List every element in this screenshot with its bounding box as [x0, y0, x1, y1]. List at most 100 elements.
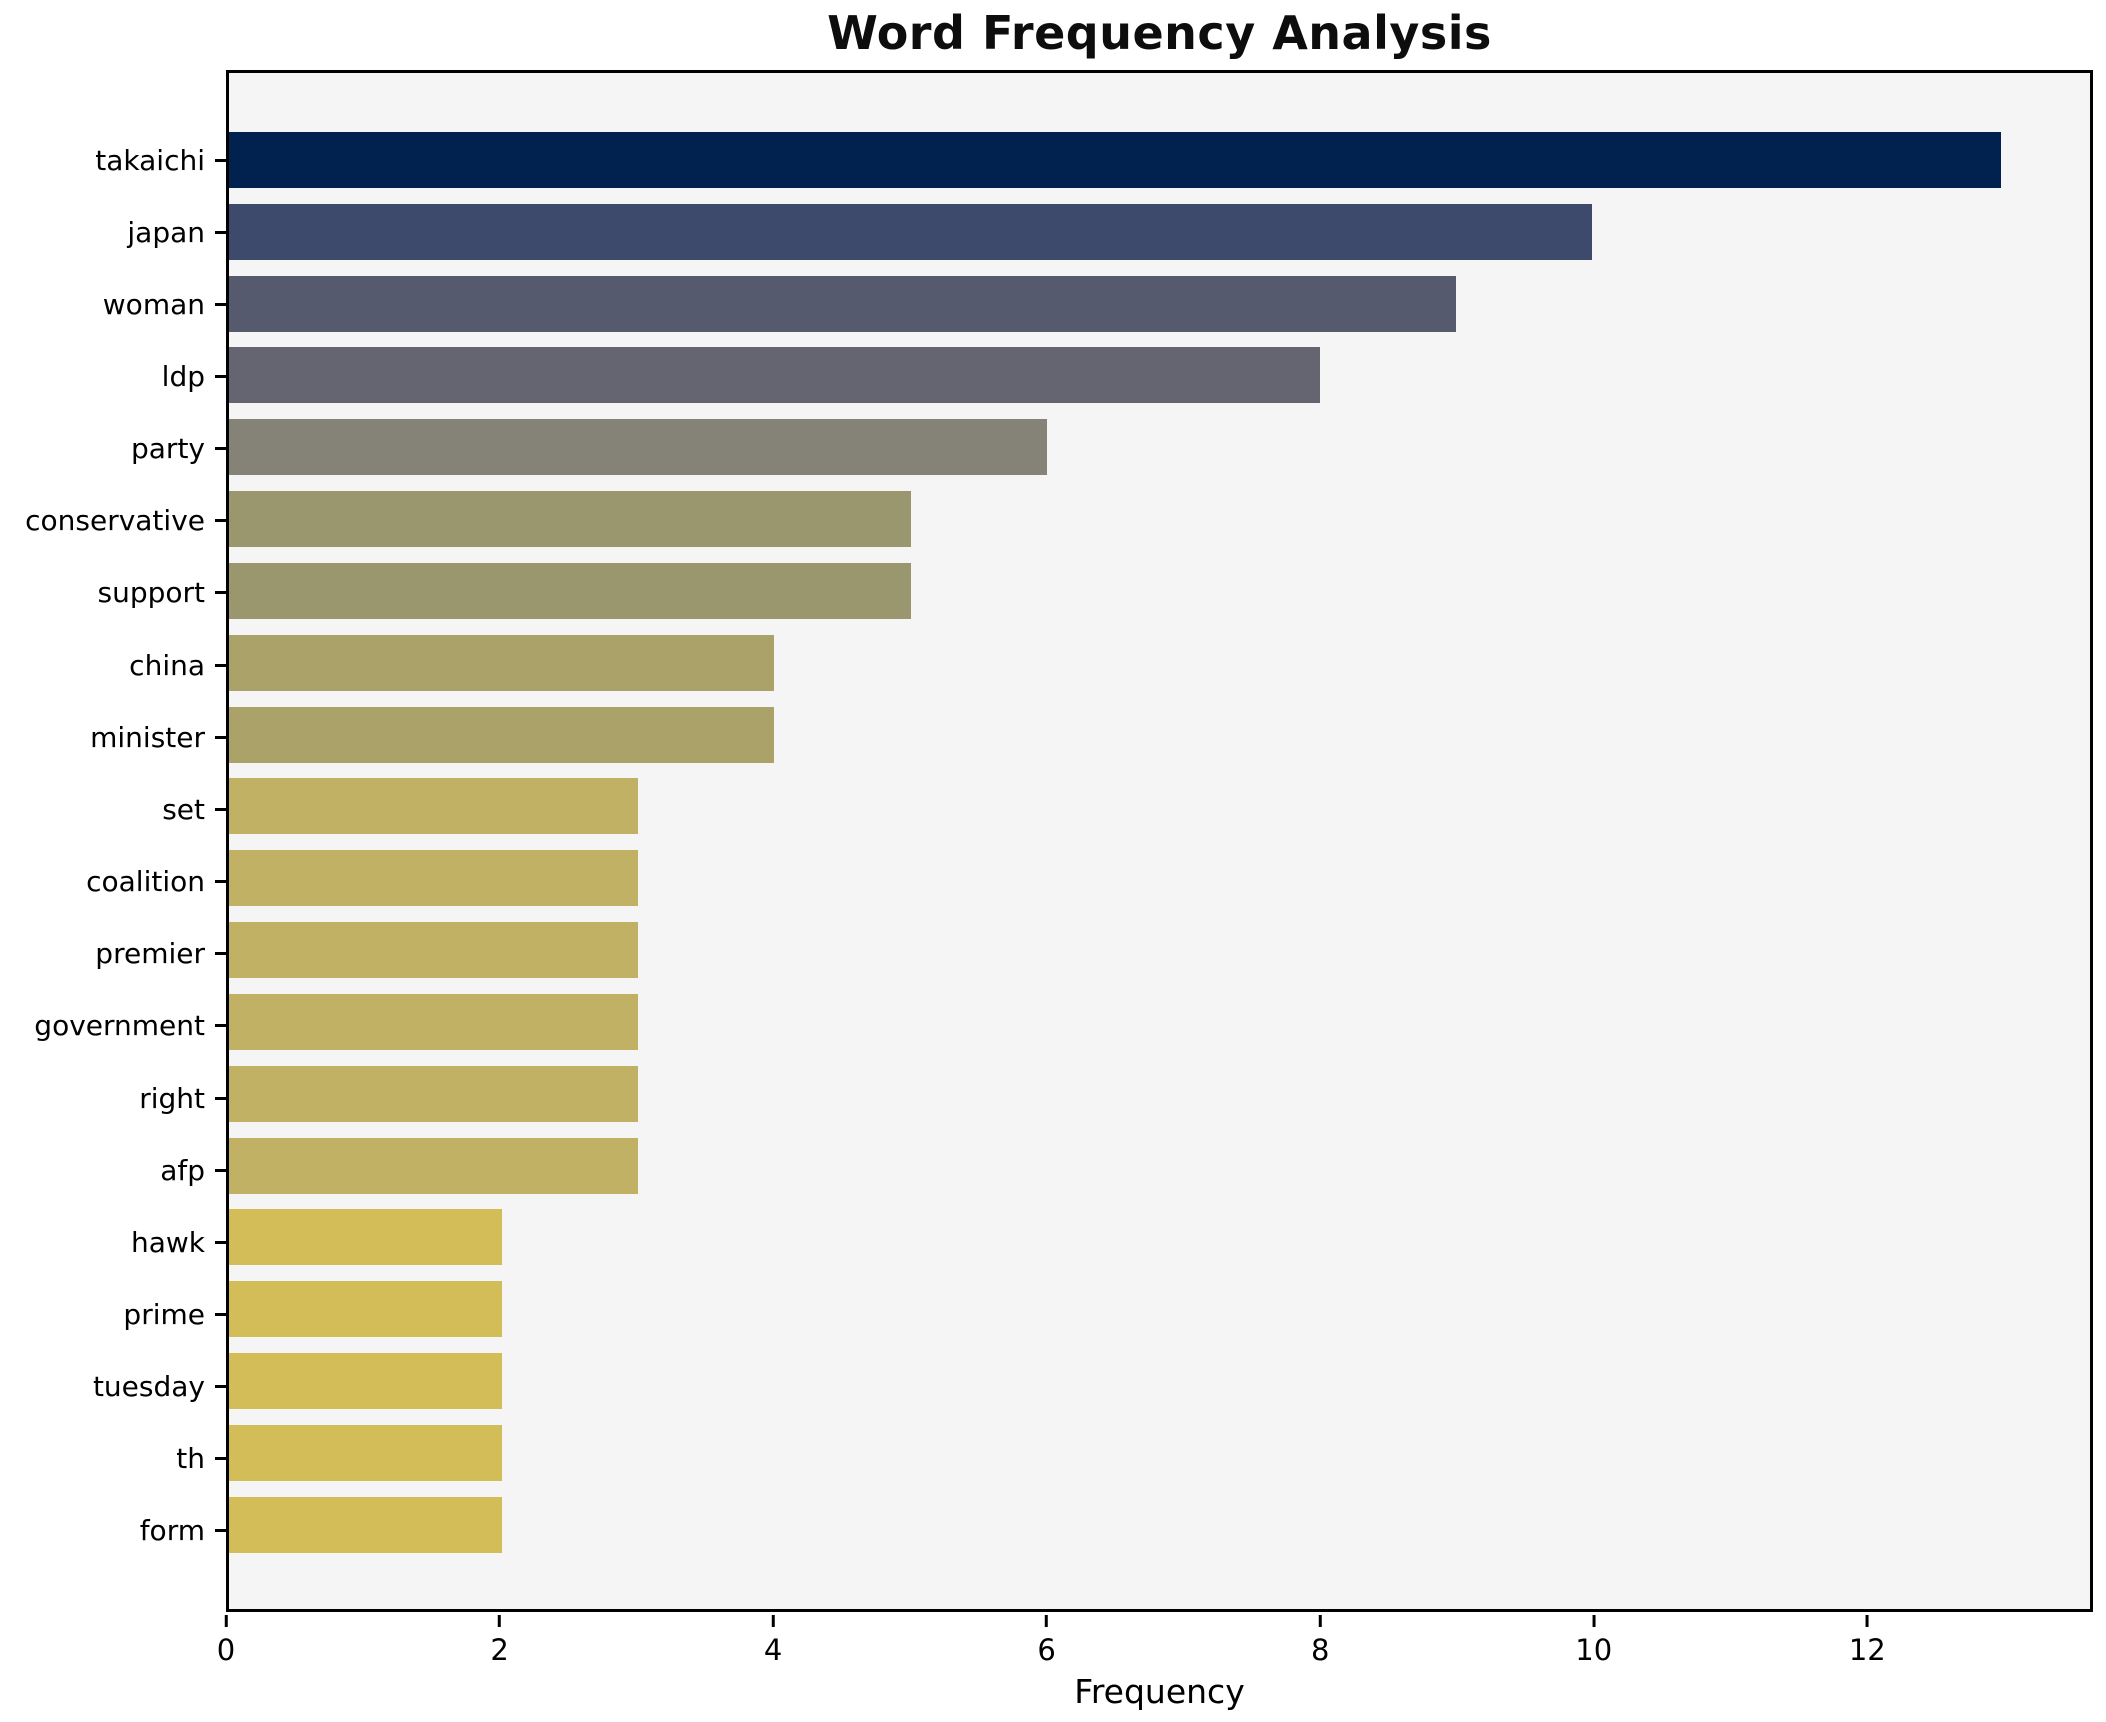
y-tick-row: support — [0, 565, 226, 621]
y-tick-label: minister — [90, 720, 205, 754]
y-tick-label: form — [139, 1514, 205, 1548]
y-tick-row: government — [0, 998, 226, 1054]
bar-row — [229, 1353, 2090, 1410]
y-tick-row: th — [0, 1431, 226, 1487]
y-tick-mark — [215, 1385, 226, 1389]
y-tick-label: ldp — [161, 359, 205, 393]
bar — [229, 203, 1593, 260]
bar — [229, 1353, 502, 1410]
x-tick: 0 — [217, 1615, 235, 1667]
bar — [229, 634, 775, 691]
y-tick-label: prime — [123, 1298, 205, 1331]
bar-row — [229, 132, 2090, 188]
bar-row — [229, 922, 2090, 979]
y-tick-label: th — [176, 1442, 205, 1476]
bar — [229, 1496, 502, 1553]
y-tick-row: ldp — [0, 348, 226, 404]
y-tick-mark — [215, 1240, 226, 1244]
y-tick-mark — [215, 807, 226, 811]
x-axis-label: Frequency — [1074, 1672, 1245, 1711]
bar — [229, 1065, 638, 1122]
y-tick-label: japan — [127, 215, 205, 249]
y-tick-row: afp — [0, 1142, 226, 1198]
x-tick-mark — [771, 1615, 775, 1627]
bar — [229, 922, 638, 979]
bar — [229, 778, 638, 835]
x-tick-label: 6 — [1037, 1633, 1056, 1667]
x-tick-label: 4 — [763, 1633, 783, 1667]
y-tick-label: takaichi — [95, 143, 205, 177]
bar — [229, 562, 911, 619]
x-tick-mark — [224, 1615, 228, 1627]
y-tick-row: right — [0, 1070, 226, 1126]
chart-title: Word Frequency Analysis — [827, 6, 1492, 60]
bar — [229, 132, 2002, 188]
y-tick-label: china — [129, 648, 205, 682]
bar-row — [229, 275, 2090, 332]
bar-row — [229, 850, 2090, 907]
y-tick-row: tuesday — [0, 1359, 226, 1415]
y-tick-row: party — [0, 421, 226, 477]
y-tick-mark — [215, 735, 226, 739]
x-tick: 12 — [1849, 1615, 1886, 1667]
x-tick-mark — [1045, 1615, 1049, 1627]
bar — [229, 993, 638, 1050]
y-tick-row: coalition — [0, 854, 226, 910]
bar-row — [229, 491, 2090, 548]
y-tick-mark — [215, 158, 226, 162]
y-tick-label: support — [97, 576, 205, 610]
y-tick-mark — [215, 591, 226, 595]
bar-row — [229, 1137, 2090, 1194]
y-tick-mark — [215, 1529, 226, 1533]
y-tick-mark — [215, 663, 226, 667]
y-tick-mark — [215, 1168, 226, 1172]
y-tick-row: china — [0, 637, 226, 693]
x-axis: 0 2 4 6 8 10 12 — [217, 1615, 2093, 1679]
bar-row — [229, 634, 2090, 691]
x-tick: 4 — [764, 1615, 782, 1667]
x-tick-mark — [1865, 1615, 1869, 1627]
y-tick-row: form — [0, 1503, 226, 1559]
bar-row — [229, 778, 2090, 835]
y-tick-label: hawk — [130, 1225, 205, 1259]
y-tick-mark — [215, 880, 226, 884]
y-tick-mark — [215, 1096, 226, 1100]
y-tick-row: conservative — [0, 493, 226, 549]
y-tick-row: japan — [0, 204, 226, 260]
x-tick-label: 10 — [1575, 1633, 1613, 1667]
x-tick: 2 — [490, 1615, 509, 1667]
bar-row — [229, 1424, 2090, 1481]
bar-row — [229, 706, 2090, 763]
bar — [229, 1209, 502, 1266]
bar — [229, 1424, 502, 1481]
bar-row — [229, 1209, 2090, 1266]
bar-row — [229, 1281, 2090, 1338]
y-tick-label: party — [131, 432, 205, 466]
plot-area — [226, 70, 2093, 1612]
y-tick-mark — [215, 1457, 226, 1461]
y-tick-mark — [215, 374, 226, 378]
bar — [229, 275, 1457, 332]
y-tick-mark — [215, 302, 226, 306]
y-tick-mark — [215, 1313, 226, 1316]
x-tick: 8 — [1311, 1615, 1329, 1667]
y-tick-label: tuesday — [92, 1370, 205, 1404]
y-tick-label: coalition — [86, 865, 205, 899]
y-tick-label: set — [162, 792, 205, 826]
y-tick-label: woman — [102, 287, 205, 321]
x-tick: 10 — [1575, 1615, 1612, 1667]
y-tick-row: hawk — [0, 1214, 226, 1270]
y-tick-mark — [215, 230, 226, 234]
x-tick-label: 0 — [216, 1633, 236, 1667]
y-axis: takaichi japan woman ldp party conservative su… — [0, 70, 226, 1612]
bar — [229, 347, 1320, 404]
x-tick: 6 — [1037, 1615, 1056, 1667]
y-tick-row: takaichi — [0, 132, 226, 188]
x-tick-mark — [498, 1615, 502, 1627]
bar — [229, 419, 1048, 476]
bar-row — [229, 419, 2090, 476]
y-tick-row: minister — [0, 709, 226, 765]
bar — [229, 1137, 638, 1194]
y-tick-row: set — [0, 781, 226, 837]
